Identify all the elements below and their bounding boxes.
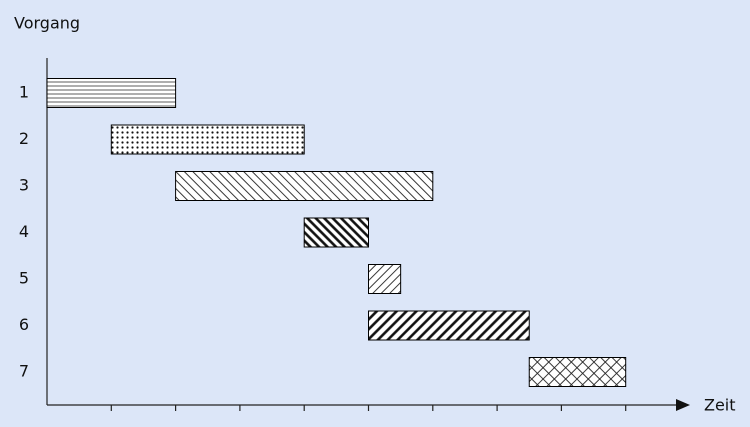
task-bar [110, 124, 305, 155]
task-bar [303, 217, 370, 248]
task-bar [46, 78, 177, 108]
y-tick-label: 7 [19, 362, 29, 381]
x-axis-label: Zeit [704, 396, 736, 415]
task-bar [528, 357, 627, 387]
y-tick-label: 1 [19, 83, 29, 102]
task-bar [368, 264, 402, 294]
y-tick-label: 2 [19, 129, 29, 148]
y-tick-label: 3 [19, 176, 29, 195]
y-tick-label: 6 [19, 315, 29, 334]
y-tick-label: 5 [19, 269, 29, 288]
y-tick-label: 4 [19, 222, 29, 241]
x-axis-arrow [676, 399, 690, 411]
y-axis-label: Vorgang [14, 14, 80, 33]
task-bar [175, 171, 434, 201]
task-bar [368, 310, 530, 341]
